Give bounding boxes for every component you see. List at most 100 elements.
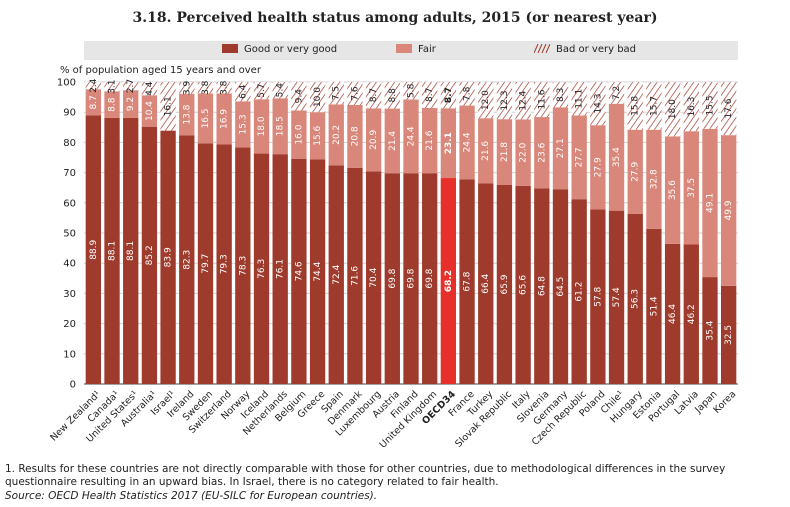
bar-good-12 — [309, 159, 326, 384]
bar-bad-21 — [478, 82, 494, 119]
y-tick-label: 30 — [63, 289, 76, 300]
value-label: 46.4 — [668, 304, 678, 324]
bar-bad-14 — [347, 82, 363, 105]
bar-fair-24 — [534, 117, 550, 189]
value-label: 35.6 — [668, 180, 678, 200]
bar-good-1 — [104, 117, 120, 385]
value-label: 15.8 — [631, 96, 641, 116]
bar-bad-5 — [179, 82, 195, 94]
value-label: 37.5 — [687, 178, 697, 198]
value-label: 35.4 — [705, 320, 715, 340]
bar-bad-16 — [384, 82, 400, 109]
value-label: 78.3 — [238, 256, 248, 276]
value-label: 9.4 — [294, 89, 304, 104]
bar-fair-0 — [85, 89, 102, 116]
value-label: 18.0 — [668, 99, 678, 119]
value-label: 65.6 — [519, 275, 529, 295]
bar-bad-10 — [272, 82, 288, 99]
y-tick-label: 50 — [63, 229, 76, 240]
chart-title: 3.18. Perceived health status among adul… — [132, 10, 658, 26]
bar-fair-13 — [328, 104, 344, 166]
value-label: 69.8 — [388, 268, 398, 288]
bar-bad-2 — [123, 82, 139, 91]
bar-bad-0 — [85, 82, 102, 90]
bar-bad-4 — [160, 82, 176, 131]
bar-chart: 88.9 8.7 2.4 88.1 8.8 3.1 88.1 9.2 2.7 85.2 10.4 4.… — [48, 78, 738, 451]
bar-bad-19 — [440, 82, 457, 109]
bar-bad-22 — [496, 82, 513, 120]
bar-bad-32 — [683, 82, 699, 132]
value-label: 11.6 — [537, 89, 547, 109]
value-label: 76.1 — [276, 259, 286, 279]
value-label: 69.8 — [425, 268, 435, 288]
value-label: 13.8 — [182, 104, 192, 124]
bar-good-14 — [347, 167, 363, 384]
bar-bad-26 — [571, 82, 587, 116]
footnote: 1. Results for these countries are not d… — [5, 463, 726, 488]
value-label: 7.6 — [350, 86, 360, 101]
bar-good-5 — [179, 135, 195, 384]
value-label: 32.8 — [649, 169, 659, 189]
legend-swatch-fair — [396, 44, 412, 53]
value-label: 88.1 — [126, 241, 136, 261]
bar-fair-12 — [309, 112, 326, 160]
value-label: 16.9 — [220, 109, 230, 129]
value-label: 5.7 — [257, 83, 267, 97]
value-label: 5.8 — [407, 83, 417, 98]
y-tick-label: 20 — [63, 319, 76, 330]
bar-bad-12 — [309, 82, 326, 113]
y-tick-label: 80 — [63, 138, 76, 149]
y-axis-label: % of population aged 15 years and over — [60, 65, 261, 76]
value-label: 27.9 — [631, 162, 641, 182]
value-label: 8.8 — [108, 97, 118, 112]
value-label: 27.9 — [593, 157, 603, 177]
bar-bad-18 — [422, 81, 438, 108]
bar-good-18 — [422, 173, 438, 384]
bar-good-11 — [291, 158, 307, 384]
bar-fair-19 — [440, 108, 457, 179]
value-label: 68.2 — [444, 270, 454, 292]
bar-fair-33 — [702, 128, 718, 278]
bar-bad-15 — [365, 82, 382, 109]
value-label: 76.3 — [257, 259, 267, 279]
y-tick-label: 90 — [63, 108, 76, 119]
bar-fair-7 — [216, 93, 232, 145]
bar-good-32 — [683, 244, 699, 384]
value-label: 17.6 — [724, 98, 734, 118]
value-label: 35.4 — [612, 147, 622, 167]
value-label: 18.0 — [257, 116, 267, 136]
bar-bad-17 — [403, 82, 419, 100]
bar-good-8 — [235, 147, 251, 384]
value-label: 27.7 — [575, 147, 585, 167]
value-label: 15.3 — [238, 114, 248, 134]
bar-good-13 — [328, 165, 344, 384]
bar-good-29 — [627, 213, 643, 384]
value-label: 9.2 — [126, 97, 136, 111]
bar-good-33 — [702, 277, 718, 384]
value-label: 57.4 — [612, 287, 622, 307]
value-label: 21.6 — [425, 130, 435, 150]
value-label: 3.8 — [201, 80, 211, 95]
bar-bad-34 — [720, 82, 737, 136]
bar-good-0 — [85, 115, 102, 384]
value-label: 11.1 — [575, 89, 585, 109]
bar-fair-9 — [253, 99, 270, 154]
value-label: 24.4 — [407, 126, 417, 146]
legend-swatch-good — [222, 44, 238, 53]
value-label: 64.5 — [556, 277, 566, 297]
y-tick-label: 10 — [63, 349, 76, 360]
bar-fair-17 — [403, 99, 419, 174]
bar-good-27 — [590, 209, 606, 384]
bar-good-23 — [515, 185, 531, 384]
bar-good-25 — [552, 189, 569, 384]
bar-fair-20 — [459, 105, 475, 180]
value-label: 49.9 — [724, 200, 734, 220]
bar-fair-34 — [720, 135, 737, 286]
value-label: 8.7 — [369, 88, 379, 102]
value-label: 83.9 — [164, 247, 174, 267]
value-label: 16.0 — [294, 124, 304, 144]
value-label: 12.4 — [519, 90, 529, 110]
bar-good-2 — [123, 117, 139, 385]
legend-label-good: Good or very good — [244, 44, 338, 55]
value-label: 8.3 — [556, 88, 566, 102]
